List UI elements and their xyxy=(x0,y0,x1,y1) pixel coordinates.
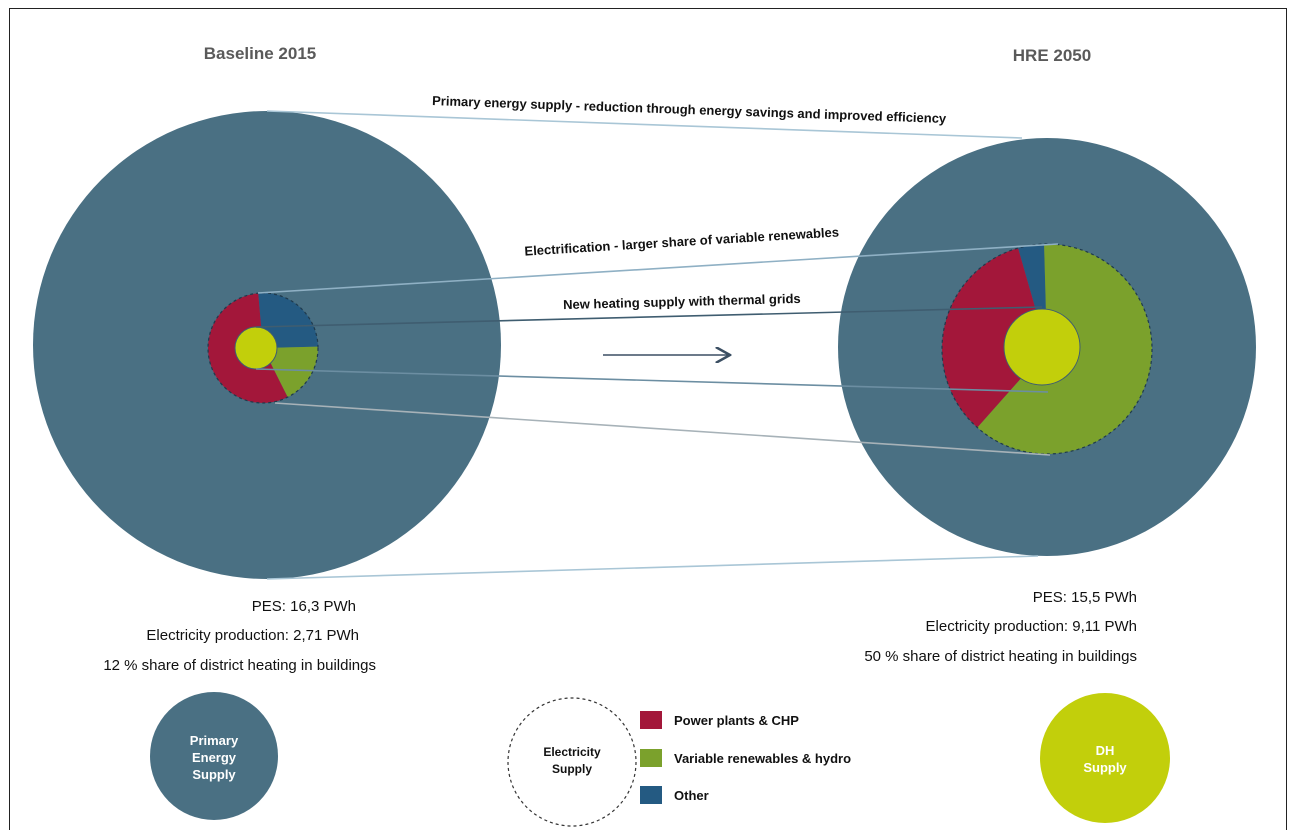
legend: Power plants & CHP Variable renewables &… xyxy=(640,711,851,804)
electricity-key-line1: Electricity xyxy=(543,745,601,759)
heating-bottom-link xyxy=(255,368,1049,393)
dh-key-line1: DH xyxy=(1096,743,1115,758)
baseline-variable-renewables-segment xyxy=(263,346,318,398)
dh-key-circle xyxy=(1040,693,1170,823)
hre-pes: PES: 15,5 PWh xyxy=(1033,589,1137,606)
hre-dh-circle xyxy=(1003,308,1081,386)
hre-electricity-production: Electricity production: 9,11 PWh xyxy=(926,618,1137,635)
primary-key-line3: Supply xyxy=(192,767,236,782)
legend-swatch-power-plants xyxy=(640,711,662,729)
baseline-electricity-production: Electricity production: 2,71 PWh xyxy=(146,627,359,644)
baseline-pes: PES: 16,3 PWh xyxy=(252,598,356,615)
hre-heading: HRE 2050 xyxy=(1013,46,1091,65)
primary-top-link xyxy=(266,110,1023,139)
electrification-top-link xyxy=(257,243,1059,294)
legend-label-power-plants: Power plants & CHP xyxy=(674,713,799,728)
heating-top-link xyxy=(255,306,1043,328)
baseline-dh-circle xyxy=(234,326,278,370)
primary-energy-key-circle xyxy=(150,692,278,820)
electricity-key-circle xyxy=(507,697,637,827)
primary-bottom-link xyxy=(266,555,1039,580)
baseline-heading: Baseline 2015 xyxy=(204,44,316,63)
connector-lines xyxy=(255,110,1059,580)
electrification-annotation: Electrification - larger share of variab… xyxy=(524,224,839,258)
heating-annotation: New heating supply with thermal grids xyxy=(563,291,801,312)
primary-key-line1: Primary xyxy=(190,733,239,748)
baseline-dh-share: 12 % share of district heating in buildi… xyxy=(103,657,376,674)
primary-key-line2: Energy xyxy=(192,750,237,765)
hre-power-plants-segment xyxy=(942,248,1047,428)
legend-label-variable-renewables: Variable renewables & hydro xyxy=(674,751,851,766)
legend-label-other: Other xyxy=(674,788,709,803)
primary-supply-annotation: Primary energy supply - reduction throug… xyxy=(432,93,947,126)
electricity-key-line2: Supply xyxy=(552,762,592,776)
dh-key-line2: Supply xyxy=(1083,760,1127,775)
hre-dh-share: 50 % share of district heating in buildi… xyxy=(864,648,1137,665)
electrification-bottom-link xyxy=(274,402,1051,456)
baseline-other-segment xyxy=(258,293,318,348)
legend-swatch-other xyxy=(640,786,662,804)
legend-swatch-variable-renewables xyxy=(640,749,662,767)
